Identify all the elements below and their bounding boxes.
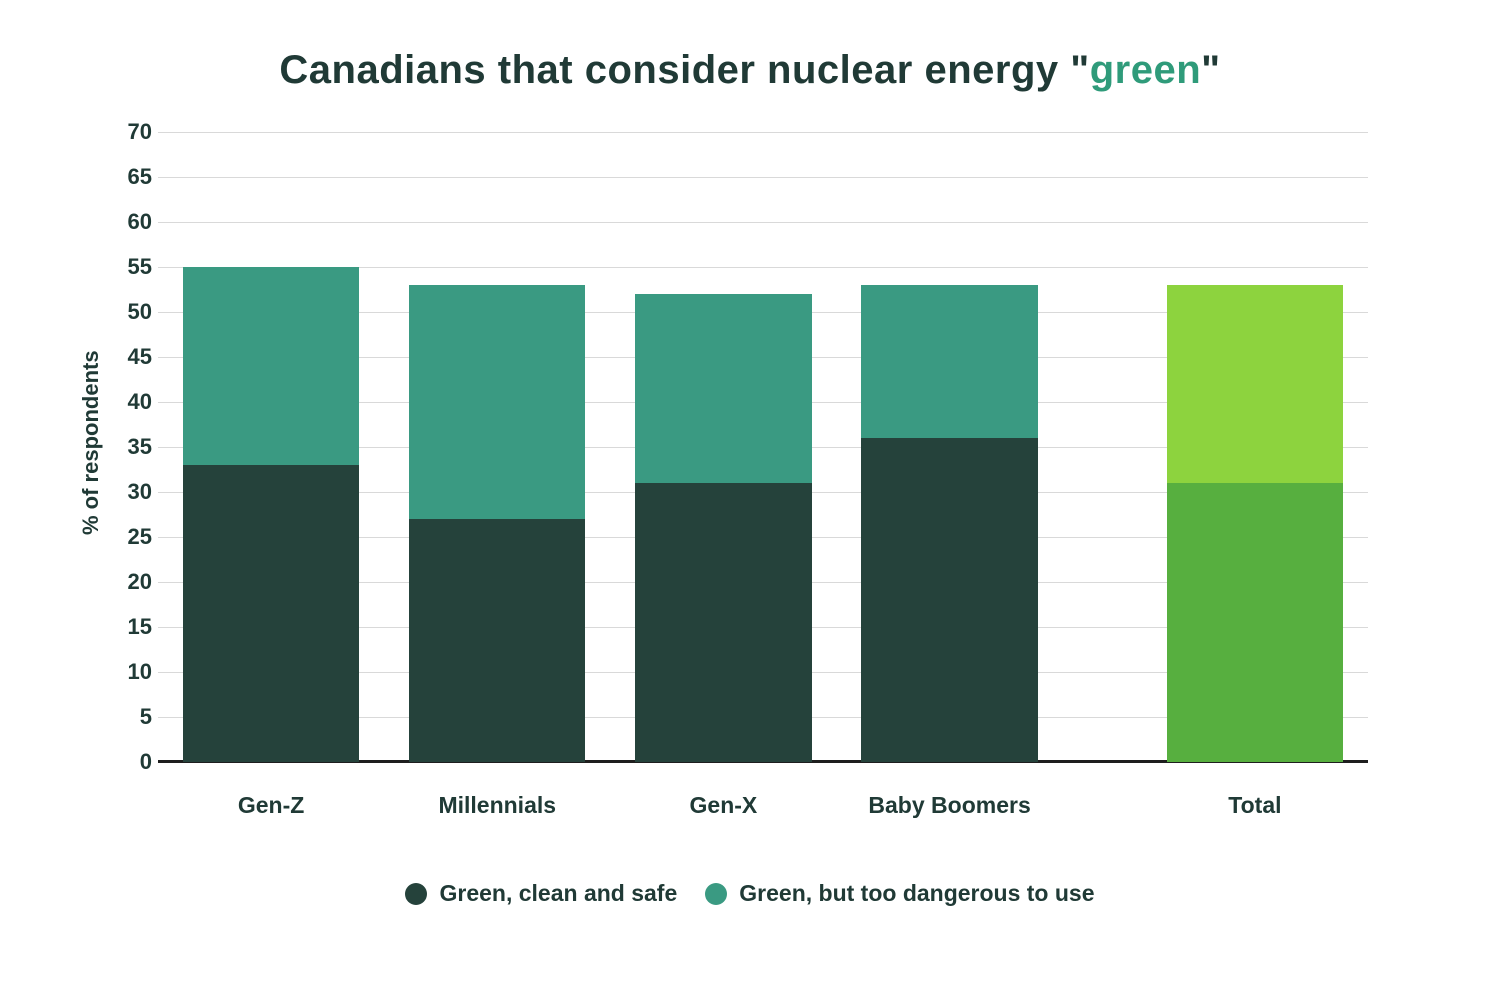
- bar-segment-top: [861, 285, 1037, 438]
- bar-segment-top: [409, 285, 585, 519]
- y-tick-label: 70: [108, 119, 152, 145]
- bar-segment-bottom: [1167, 483, 1343, 762]
- chart-title-accent: green: [1090, 48, 1201, 92]
- legend-swatch: [405, 883, 427, 905]
- gridline: [158, 177, 1368, 178]
- x-category-label: Gen-X: [599, 792, 848, 819]
- bar-segment-top: [635, 294, 811, 483]
- bar-segment-bottom: [409, 519, 585, 762]
- legend-label: Green, but too dangerous to use: [739, 880, 1094, 907]
- y-tick-label: 60: [108, 209, 152, 235]
- x-category-label: Baby Boomers: [825, 792, 1074, 819]
- bar-segment-bottom: [861, 438, 1037, 762]
- chart-title: Canadians that consider nuclear energy "…: [0, 48, 1500, 93]
- legend-item: Green, but too dangerous to use: [705, 880, 1094, 907]
- bar-group: [183, 267, 359, 762]
- y-tick-label: 35: [108, 434, 152, 460]
- legend-item: Green, clean and safe: [405, 880, 677, 907]
- y-axis-label: % of respondents: [78, 351, 104, 536]
- bar-segment-bottom: [183, 465, 359, 762]
- gridline: [158, 132, 1368, 133]
- y-tick-label: 30: [108, 479, 152, 505]
- y-tick-label: 25: [108, 524, 152, 550]
- y-tick-label: 40: [108, 389, 152, 415]
- bar-segment-bottom: [635, 483, 811, 762]
- bar-group: [635, 294, 811, 762]
- y-tick-label: 50: [108, 299, 152, 325]
- bar-group: [1167, 285, 1343, 762]
- y-tick-label: 65: [108, 164, 152, 190]
- bar-segment-top: [1167, 285, 1343, 483]
- y-tick-label: 45: [108, 344, 152, 370]
- chart-title-prefix: Canadians that consider nuclear energy ": [279, 48, 1089, 92]
- bar-segment-top: [183, 267, 359, 465]
- bar-group: [409, 285, 585, 762]
- bar-group: [861, 285, 1037, 762]
- y-tick-label: 15: [108, 614, 152, 640]
- y-tick-label: 10: [108, 659, 152, 685]
- x-category-label: Millennials: [373, 792, 622, 819]
- x-category-label: Total: [1131, 792, 1380, 819]
- plot-area: [158, 132, 1368, 762]
- legend-label: Green, clean and safe: [439, 880, 677, 907]
- chart-title-suffix: ": [1201, 48, 1220, 92]
- chart-stage: Canadians that consider nuclear energy "…: [0, 0, 1500, 1003]
- y-tick-label: 20: [108, 569, 152, 595]
- y-tick-label: 0: [108, 749, 152, 775]
- y-tick-label: 5: [108, 704, 152, 730]
- x-category-label: Gen-Z: [147, 792, 396, 819]
- legend-swatch: [705, 883, 727, 905]
- y-tick-label: 55: [108, 254, 152, 280]
- legend: Green, clean and safe Green, but too dang…: [0, 880, 1500, 907]
- gridline: [158, 222, 1368, 223]
